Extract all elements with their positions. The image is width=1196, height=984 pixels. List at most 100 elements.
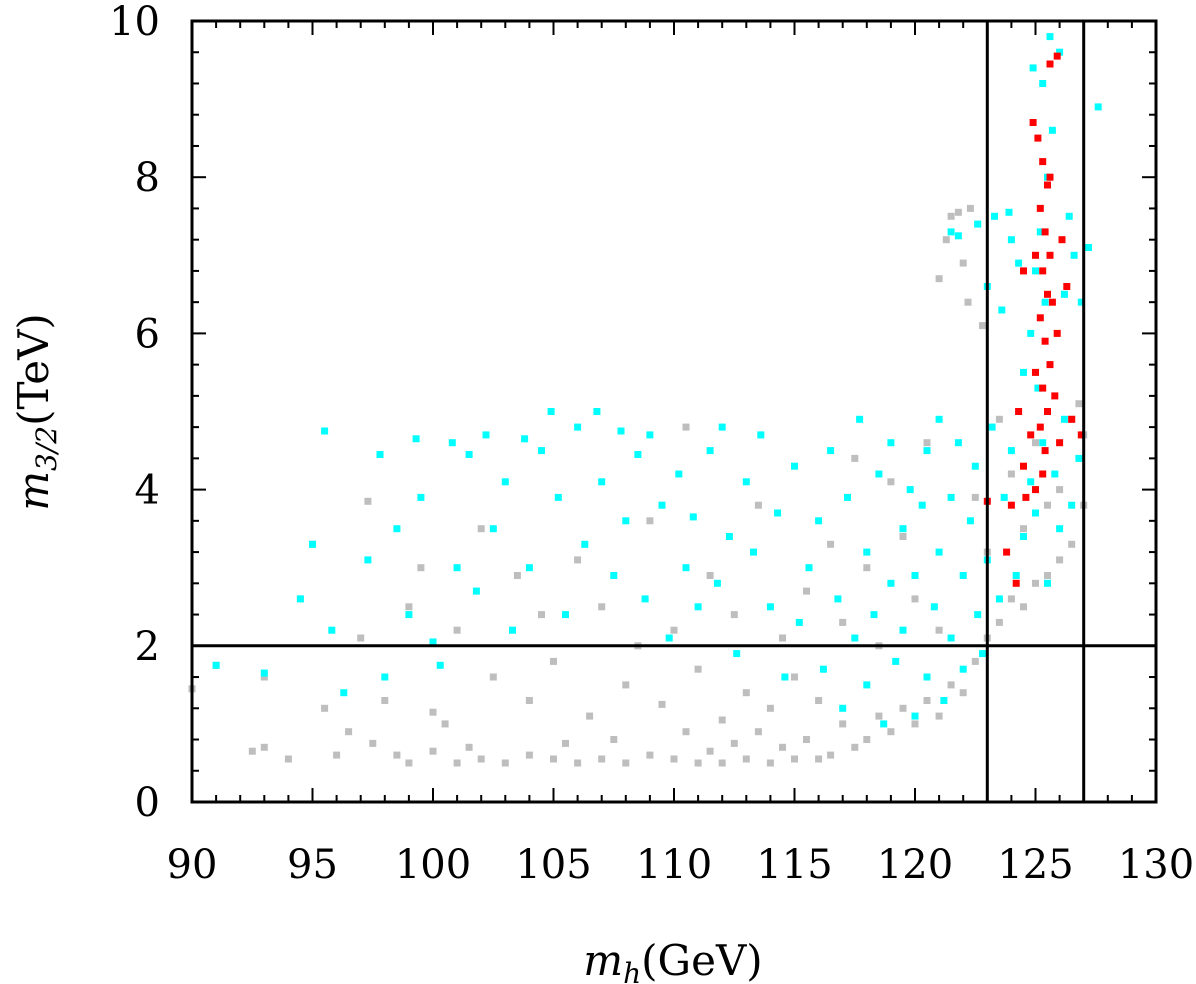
data-point-s2-6 [1041, 337, 1049, 345]
data-point-s1-47 [713, 579, 721, 587]
data-point-s1-105 [1032, 509, 1039, 517]
y-tick-label-3: 6 [135, 311, 160, 357]
data-point-s0-82 [875, 712, 883, 720]
data-point-s1-58 [795, 618, 803, 626]
data-points [188, 33, 1102, 767]
data-point-s0-124 [966, 204, 974, 212]
data-point-s1-139 [1065, 212, 1073, 220]
data-point-s1-5 [328, 626, 336, 634]
data-point-s0-70 [803, 736, 810, 743]
y-axis-title: m3/2(TeV) [9, 313, 63, 511]
data-point-s1-129 [1015, 259, 1023, 267]
data-point-s1-57 [791, 462, 798, 470]
data-point-s0-97 [959, 689, 967, 697]
data-point-s1-39 [646, 431, 654, 439]
data-point-s0-89 [911, 595, 919, 603]
data-point-s0-47 [658, 700, 666, 708]
data-point-s0-56 [718, 759, 726, 767]
data-point-s1-138 [1005, 208, 1013, 216]
data-point-s1-68 [863, 681, 871, 689]
y-tick-label-0: 0 [135, 780, 160, 826]
data-point-s2-14 [1039, 158, 1047, 166]
data-point-s1-49 [725, 533, 733, 540]
data-point-s0-36 [574, 759, 582, 767]
data-point-s0-21 [441, 720, 449, 728]
data-point-s1-115 [1032, 267, 1039, 275]
data-point-s1-132 [1077, 298, 1085, 306]
data-point-s1-79 [911, 712, 919, 720]
data-point-s1-133 [1085, 244, 1092, 251]
data-point-s1-65 [844, 493, 851, 501]
data-point-s1-73 [887, 579, 895, 587]
data-point-s1-56 [781, 673, 789, 681]
data-point-s1-96 [979, 650, 986, 658]
data-point-s0-23 [453, 759, 461, 767]
data-point-s1-24 [521, 435, 529, 443]
data-point-s1-17 [453, 564, 461, 572]
data-point-s1-123 [1034, 384, 1042, 392]
data-point-s2-37 [1051, 392, 1059, 400]
data-point-s2-28 [1046, 60, 1054, 68]
data-point-s1-14 [429, 638, 437, 646]
data-point-s0-5 [284, 755, 292, 763]
data-point-s2-23 [1063, 283, 1071, 290]
data-point-s1-121 [1029, 64, 1037, 72]
data-point-s0-84 [887, 728, 895, 736]
data-point-s1-104 [1027, 478, 1035, 486]
data-point-s0-52 [694, 759, 702, 767]
data-point-s0-60 [742, 755, 750, 763]
data-point-s2-19 [1032, 368, 1039, 376]
data-point-s0-91 [923, 439, 931, 447]
data-point-s1-107 [1044, 579, 1051, 587]
data-point-s1-130 [1060, 290, 1068, 298]
data-point-s0-100 [971, 657, 979, 665]
plot-frame [190, 19, 1158, 804]
data-point-s0-88 [911, 720, 919, 728]
data-point-s1-93 [966, 517, 974, 525]
data-point-s0-12 [364, 497, 372, 505]
data-point-s0-57 [718, 716, 726, 724]
data-point-s1-131 [1070, 251, 1078, 259]
data-point-s2-26 [1015, 408, 1023, 415]
data-point-s1-136 [954, 232, 962, 240]
data-point-s1-20 [482, 431, 490, 439]
data-point-s0-73 [815, 697, 823, 704]
data-point-s1-87 [940, 697, 948, 704]
data-point-s0-39 [598, 755, 606, 763]
data-point-s1-38 [641, 595, 649, 603]
data-point-s2-9 [1039, 267, 1047, 275]
data-point-s0-114 [1044, 501, 1051, 509]
data-point-s1-15 [436, 661, 444, 669]
data-point-s1-6 [340, 689, 348, 697]
reference-lines [192, 21, 1156, 802]
data-point-s2-24 [1058, 236, 1066, 244]
data-point-s0-107 [1007, 595, 1015, 603]
data-point-s0-2 [248, 747, 256, 755]
data-point-s1-0 [212, 661, 220, 669]
data-point-s1-94 [971, 462, 979, 470]
data-point-s1-48 [718, 423, 726, 431]
data-point-s2-22 [1056, 439, 1064, 447]
data-point-s1-28 [554, 493, 562, 501]
x-tick-label-3: 105 [515, 842, 591, 888]
data-point-s0-3 [260, 743, 268, 751]
axis-ticks [191, 20, 1157, 803]
data-point-s1-32 [593, 408, 601, 415]
data-point-s1-21 [489, 525, 497, 533]
data-point-s1-89 [947, 493, 955, 501]
data-point-s2-33 [1012, 579, 1020, 587]
data-point-s2-11 [1041, 228, 1049, 236]
data-point-s1-29 [562, 611, 569, 619]
data-point-s1-27 [547, 408, 555, 415]
data-point-s2-15 [1034, 134, 1042, 142]
data-point-s1-18 [465, 451, 473, 458]
data-point-s1-53 [757, 431, 765, 439]
data-point-s1-112 [1075, 454, 1083, 462]
data-point-s0-115 [1056, 556, 1064, 564]
data-point-s0-86 [899, 704, 907, 712]
data-point-s1-42 [675, 470, 683, 478]
y-tick-label-2: 4 [135, 468, 160, 514]
data-point-s1-30 [574, 423, 582, 431]
data-point-s0-9 [333, 751, 341, 759]
